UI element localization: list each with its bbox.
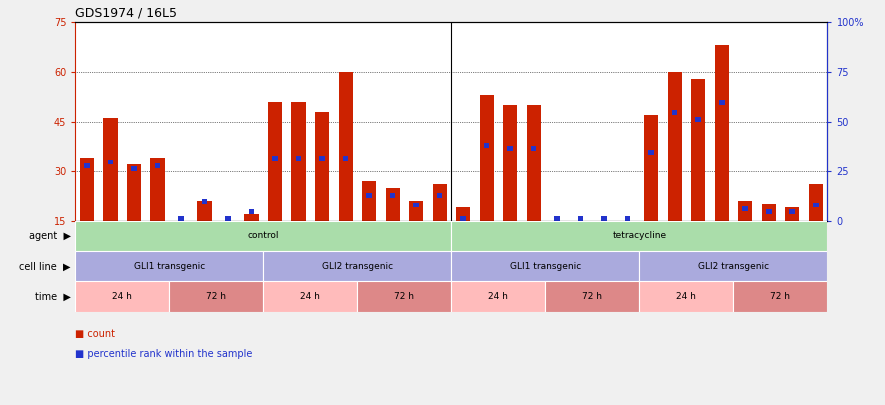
Bar [131, 166, 137, 171]
Bar [225, 216, 231, 221]
Bar [75, 251, 264, 281]
Bar [672, 110, 678, 115]
Bar [342, 156, 349, 161]
Bar [84, 163, 89, 168]
Bar [785, 207, 799, 221]
Text: agent  ▶: agent ▶ [29, 231, 71, 241]
Text: 24 h: 24 h [676, 292, 696, 301]
Bar [433, 184, 447, 221]
Bar [409, 201, 423, 221]
Bar [358, 281, 451, 312]
Bar [667, 72, 681, 221]
Text: GLI2 transgenic: GLI2 transgenic [698, 262, 769, 271]
Bar [291, 102, 305, 221]
Bar [554, 216, 560, 221]
Bar [264, 251, 451, 281]
Text: GDS1974 / 16L5: GDS1974 / 16L5 [75, 7, 177, 20]
Bar [108, 160, 113, 164]
Bar [813, 202, 819, 207]
Bar [507, 146, 513, 151]
Bar [503, 105, 517, 221]
Text: ■ percentile rank within the sample: ■ percentile rank within the sample [75, 350, 252, 359]
Bar [338, 72, 352, 221]
Bar [578, 216, 583, 221]
Bar [319, 156, 325, 161]
Bar [150, 158, 165, 221]
Bar [197, 201, 212, 221]
Bar [169, 281, 264, 312]
Bar [249, 209, 254, 214]
Bar [437, 193, 442, 198]
Bar [386, 188, 400, 221]
Bar [80, 158, 94, 221]
Bar [809, 184, 823, 221]
Text: GLI2 transgenic: GLI2 transgenic [322, 262, 393, 271]
Bar [639, 281, 734, 312]
Bar [715, 45, 728, 221]
Bar [460, 216, 466, 221]
Bar [75, 221, 451, 251]
Bar [264, 281, 358, 312]
Bar [315, 112, 329, 221]
Bar [691, 79, 705, 221]
Text: 24 h: 24 h [489, 292, 508, 301]
Text: 72 h: 72 h [582, 292, 603, 301]
Bar [451, 221, 827, 251]
Bar [649, 149, 654, 155]
Bar [625, 216, 630, 221]
Bar [639, 251, 827, 281]
Bar [178, 216, 184, 221]
Bar [362, 181, 376, 221]
Bar [738, 201, 752, 221]
Bar [527, 105, 541, 221]
Bar [389, 193, 396, 198]
Bar [366, 193, 372, 198]
Text: cell line  ▶: cell line ▶ [19, 261, 71, 271]
Bar [155, 163, 160, 168]
Text: 72 h: 72 h [206, 292, 227, 301]
Text: tetracycline: tetracycline [612, 231, 666, 241]
Bar [413, 202, 419, 207]
Bar [531, 146, 536, 151]
Bar [545, 281, 639, 312]
Bar [766, 209, 772, 214]
Bar [644, 115, 658, 221]
Bar [743, 206, 748, 211]
Bar [268, 102, 282, 221]
Bar [480, 95, 494, 221]
Text: GLI1 transgenic: GLI1 transgenic [134, 262, 205, 271]
Bar [696, 117, 701, 121]
Text: GLI1 transgenic: GLI1 transgenic [510, 262, 581, 271]
Bar [244, 214, 258, 221]
Bar [601, 216, 607, 221]
Bar [273, 156, 278, 161]
Bar [456, 207, 470, 221]
Text: 72 h: 72 h [771, 292, 790, 301]
Bar [789, 209, 795, 214]
Text: control: control [248, 231, 279, 241]
Text: 24 h: 24 h [112, 292, 132, 301]
Bar [451, 281, 545, 312]
Text: time  ▶: time ▶ [35, 292, 71, 302]
Bar [104, 118, 118, 221]
Bar [451, 251, 639, 281]
Bar [719, 100, 725, 105]
Bar [202, 199, 207, 204]
Bar [484, 143, 489, 148]
Bar [734, 281, 827, 312]
Bar [296, 156, 302, 161]
Bar [127, 164, 141, 221]
Text: 72 h: 72 h [395, 292, 414, 301]
Text: 24 h: 24 h [300, 292, 320, 301]
Text: ■ count: ■ count [75, 329, 115, 339]
Bar [762, 204, 776, 221]
Bar [75, 281, 169, 312]
